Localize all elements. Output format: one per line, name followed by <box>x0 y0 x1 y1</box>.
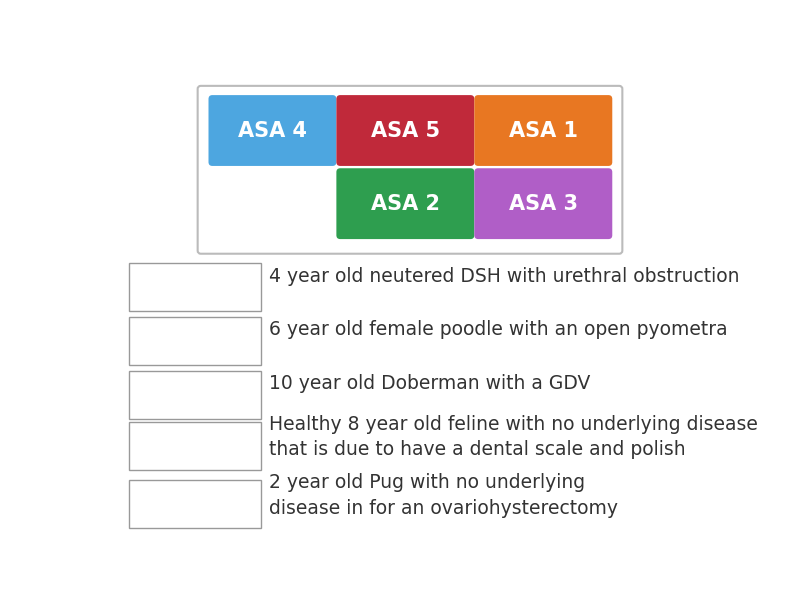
FancyBboxPatch shape <box>474 168 612 239</box>
FancyBboxPatch shape <box>336 168 474 239</box>
Text: 4 year old neutered DSH with urethral obstruction: 4 year old neutered DSH with urethral ob… <box>269 266 739 286</box>
Bar <box>130 371 261 419</box>
Text: ASA 4: ASA 4 <box>238 121 307 140</box>
Text: 10 year old Doberman with a GDV: 10 year old Doberman with a GDV <box>269 374 590 392</box>
Bar <box>130 317 261 365</box>
Bar <box>130 422 261 470</box>
FancyBboxPatch shape <box>209 95 336 166</box>
Bar <box>130 263 261 311</box>
Text: ASA 5: ASA 5 <box>370 121 440 140</box>
FancyBboxPatch shape <box>198 86 622 254</box>
Text: ASA 1: ASA 1 <box>509 121 578 140</box>
FancyBboxPatch shape <box>336 95 474 166</box>
Text: 6 year old female poodle with an open pyometra: 6 year old female poodle with an open py… <box>269 320 727 338</box>
FancyBboxPatch shape <box>474 95 612 166</box>
Text: ASA 3: ASA 3 <box>509 194 578 214</box>
Text: 2 year old Pug with no underlying
disease in for an ovariohysterectomy: 2 year old Pug with no underlying diseas… <box>269 473 618 517</box>
Text: ASA 2: ASA 2 <box>371 194 440 214</box>
Text: Healthy 8 year old feline with no underlying disease
that is due to have a denta: Healthy 8 year old feline with no underl… <box>269 415 758 459</box>
Bar <box>130 480 261 528</box>
